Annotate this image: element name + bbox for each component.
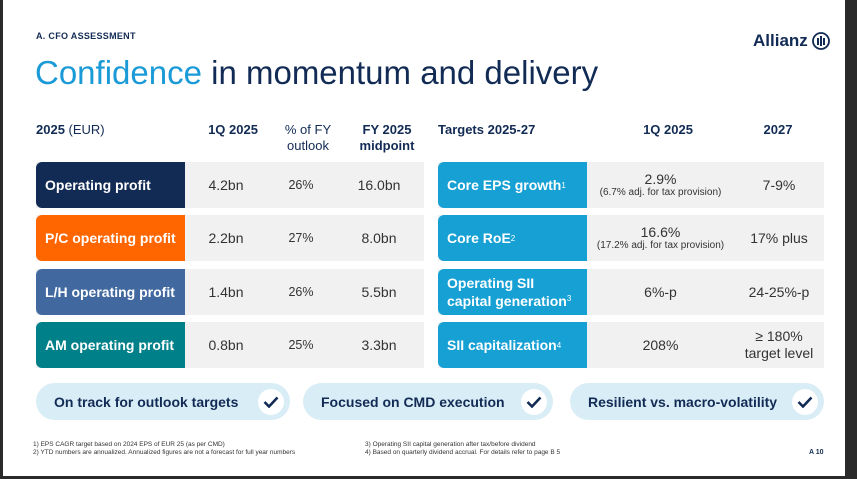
target-value: 7-9%: [762, 177, 796, 193]
q1-note: (17.2% adj. for tax provision): [596, 240, 725, 251]
header-unit: (EUR): [64, 122, 105, 137]
label-line-2-wrap: capital generation3: [447, 291, 571, 309]
table-row: L/H operating profit 1.4bn 26% 5.5bn: [36, 269, 424, 315]
title-highlight: Confidence: [35, 54, 202, 91]
left-header-year: 2025 (EUR): [36, 122, 105, 138]
footnote-ref: 1: [561, 180, 566, 190]
table-row: Operating SII capital generation3 6%-p 24…: [438, 269, 824, 315]
section-label: A. CFO ASSESSMENT: [36, 31, 136, 41]
header-q1: 1Q 2025: [208, 122, 258, 137]
pct-value: 25%: [288, 338, 314, 352]
target-value: ≥ 180% target level: [734, 328, 824, 362]
target-line-2: target level: [744, 345, 814, 361]
footnote: 3) Operating SII capital generation afte…: [365, 441, 536, 448]
page-number: A 10: [809, 449, 824, 456]
q1-value: 2.9% (6.7% adj. for tax provision): [587, 171, 734, 199]
pill-cmd-execution: Focused on CMD execution: [303, 383, 553, 420]
header-fy-1: FY 2025: [362, 122, 412, 137]
logo-text: Allianz: [753, 31, 808, 50]
title-rest: in momentum and delivery: [201, 54, 599, 91]
q1-value: 2.2bn: [208, 230, 244, 246]
row-label: Core EPS growth 1: [438, 162, 587, 208]
footnote: 4) Based on quarterly dividend accrual. …: [365, 449, 561, 456]
table-row: Operating profit 4.2bn 26% 16.0bn: [36, 162, 424, 208]
pill-label: Resilient vs. macro-volatility: [588, 393, 778, 410]
row-label: P/C operating profit: [36, 215, 185, 261]
target-value: 24-25%-p: [748, 284, 810, 300]
fy-value: 16.0bn: [357, 177, 401, 193]
pill-label: Focused on CMD execution: [321, 393, 505, 410]
label-line-2: capital generation: [447, 292, 567, 309]
q1-main: 2.9%: [644, 171, 677, 187]
q1-main: 16.6%: [640, 224, 681, 240]
q1-value: 1.4bn: [208, 284, 244, 300]
q1-value: 0.8bn: [208, 337, 244, 353]
footnote-ref: 2: [510, 233, 516, 243]
table-row: AM operating profit 0.8bn 25% 3.3bn: [36, 322, 424, 368]
header-targets: Targets 2025-27: [438, 122, 536, 137]
q1-value: 208%: [642, 337, 679, 353]
table-row: Core EPS growth 1 2.9% (6.7% adj. for tax …: [438, 162, 824, 208]
q1-value: 6%-p: [644, 284, 677, 300]
page-title: Confidence in momentum and delivery: [35, 54, 598, 92]
table-row: SII capitalization 4 208% ≥ 180% target le…: [438, 322, 824, 368]
fy-value: 3.3bn: [361, 337, 397, 353]
header-fy-2: midpoint: [359, 138, 415, 153]
pct-value: 26%: [288, 178, 314, 192]
pct-value: 26%: [288, 285, 314, 299]
footnote: 1) EPS CAGR target based on 2024 EPS of …: [33, 441, 225, 448]
footnote: 2) YTD numbers are annualized. Annualize…: [33, 449, 296, 456]
allianz-logo: Allianz: [753, 31, 830, 51]
right-header-title: Targets 2025-27: [438, 122, 535, 138]
row-label: L/H operating profit: [36, 269, 185, 315]
check-icon: [521, 388, 547, 415]
table-row: P/C operating profit 2.2bn 27% 8.0bn: [36, 215, 424, 261]
left-header-q1: 1Q 2025: [193, 122, 273, 138]
row-label: SII capitalization 4: [438, 322, 587, 368]
check-icon: [792, 388, 818, 415]
pill-label: On track for outlook targets: [54, 393, 239, 410]
right-header-q1: 1Q 2025: [603, 122, 733, 138]
right-header-2027: 2027: [733, 122, 823, 138]
slide: A. CFO ASSESSMENT Allianz Confidence in …: [3, 0, 845, 476]
row-label: AM operating profit: [36, 322, 185, 368]
label-text: Core RoE: [447, 229, 511, 246]
row-label: Core RoE 2: [438, 215, 587, 261]
header-pct-2: outlook: [287, 138, 329, 153]
target-value: 17% plus: [750, 230, 808, 246]
label-text: Core EPS growth: [447, 176, 562, 193]
header-r-q1: 1Q 2025: [643, 122, 693, 137]
fy-value: 5.5bn: [361, 284, 397, 300]
row-label: Operating profit: [36, 162, 185, 208]
pct-value: 27%: [288, 231, 314, 245]
fy-value: 8.0bn: [361, 230, 397, 246]
row-label: Operating SII capital generation3: [438, 269, 587, 315]
left-header-pct: % of FY outlook: [273, 122, 343, 154]
q1-value: 16.6% (17.2% adj. for tax provision): [587, 224, 734, 252]
pill-resilient: Resilient vs. macro-volatility: [570, 383, 824, 420]
q1-note: (6.7% adj. for tax provision): [599, 187, 722, 198]
footnotes-right: 3) Operating SII capital generation afte…: [365, 441, 560, 457]
header-year: 2025: [36, 122, 65, 137]
pill-outlook-targets: On track for outlook targets: [36, 383, 290, 420]
check-icon: [258, 388, 284, 415]
target-line-1: ≥ 180%: [755, 328, 803, 344]
label-line-1: Operating SII: [447, 274, 535, 291]
header-2027: 2027: [763, 122, 793, 137]
header-pct-1: % of FY: [284, 122, 332, 137]
q1-value: 4.2bn: [208, 177, 244, 193]
label-text: SII capitalization: [447, 336, 557, 353]
footnote-ref: 4: [556, 340, 562, 350]
left-header-fy: FY 2025 midpoint: [347, 122, 427, 154]
footnotes-left: 1) EPS CAGR target based on 2024 EPS of …: [33, 441, 295, 457]
allianz-eagle-icon: [811, 32, 830, 50]
footnote-ref: 3: [566, 293, 572, 303]
table-row: Core RoE 2 16.6% (17.2% adj. for tax provi…: [438, 215, 824, 261]
